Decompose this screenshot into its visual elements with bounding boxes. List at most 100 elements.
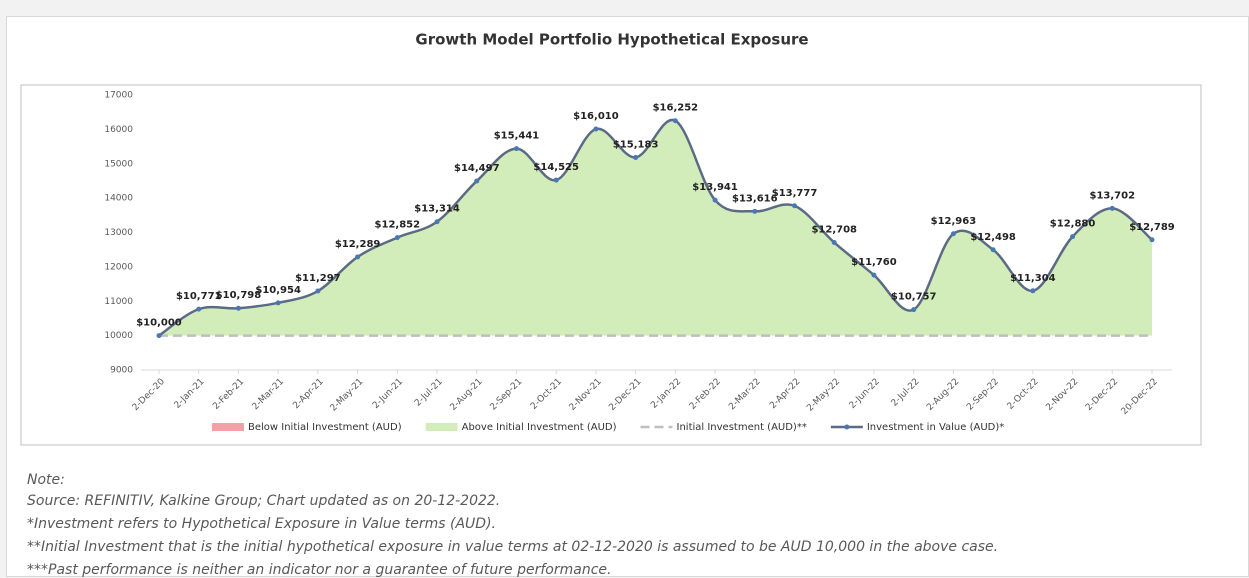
data-label: $14,525 bbox=[533, 162, 579, 173]
data-label: $13,616 bbox=[732, 193, 778, 204]
data-label: $13,702 bbox=[1090, 190, 1136, 201]
data-label: $12,789 bbox=[1129, 222, 1175, 233]
legend-label: Initial Investment (AUD)** bbox=[677, 422, 807, 433]
chart-frame bbox=[20, 84, 1202, 446]
y-tick-label: 14000 bbox=[104, 194, 133, 204]
point bbox=[553, 177, 559, 183]
point bbox=[1109, 205, 1115, 211]
x-tick-label: 2-Mar-22 bbox=[727, 377, 762, 412]
point bbox=[434, 219, 440, 225]
chart: Growth Model Portfolio Hypothetical Expo… bbox=[20, 31, 1202, 446]
point bbox=[633, 154, 639, 160]
point bbox=[474, 178, 480, 184]
data-label: $12,708 bbox=[811, 225, 857, 236]
x-tick-label: 2-May-22 bbox=[805, 377, 842, 414]
x-tick-label: 2-Aug-21 bbox=[449, 377, 485, 413]
card: Growth Model Portfolio Hypothetical Expo… bbox=[6, 16, 1249, 578]
y-tick-label: 12000 bbox=[104, 262, 133, 272]
legend-swatch bbox=[212, 423, 244, 431]
note-heading: Note: bbox=[27, 472, 65, 488]
point bbox=[831, 240, 837, 246]
data-label: $10,798 bbox=[216, 290, 262, 301]
point bbox=[911, 307, 917, 313]
point bbox=[712, 197, 718, 203]
x-tick-label: 2-Nov-22 bbox=[1044, 377, 1080, 413]
data-label: $12,852 bbox=[375, 220, 421, 231]
point bbox=[593, 126, 599, 132]
data-label: $10,757 bbox=[891, 292, 937, 303]
x-tick-label: 2-Feb-21 bbox=[211, 377, 246, 412]
x-tick-label: 2-Sep-21 bbox=[489, 377, 525, 413]
point bbox=[1070, 234, 1076, 240]
x-tick-label: 2-May-21 bbox=[329, 377, 366, 414]
point bbox=[752, 208, 758, 214]
data-label: $16,010 bbox=[573, 111, 619, 122]
data-label: $11,297 bbox=[295, 273, 341, 284]
point bbox=[1030, 288, 1036, 294]
x-tick-label: 2-Apr-22 bbox=[768, 377, 802, 411]
point bbox=[1149, 237, 1155, 243]
point bbox=[315, 288, 321, 294]
x-tick-label: 2-Jul-22 bbox=[890, 377, 922, 409]
data-label: $14,497 bbox=[454, 163, 500, 174]
point bbox=[235, 305, 241, 311]
y-tick-label: 10000 bbox=[104, 331, 133, 341]
data-label: $13,777 bbox=[772, 188, 818, 199]
y-tick-label: 11000 bbox=[104, 297, 133, 307]
data-label: $15,441 bbox=[494, 131, 540, 142]
y-tick-label: 15000 bbox=[104, 159, 133, 169]
x-tick-label: 20-Dec-22 bbox=[1120, 377, 1160, 417]
data-label: $12,880 bbox=[1050, 219, 1096, 230]
area bbox=[159, 119, 1152, 336]
data-label: $10,000 bbox=[136, 318, 182, 329]
point bbox=[672, 118, 678, 124]
x-tick-label: 2-Apr-21 bbox=[291, 377, 325, 411]
x-tick-label: 2-Oct-21 bbox=[529, 377, 564, 412]
note-line: **Initial Investment that is the initial… bbox=[27, 539, 999, 555]
y-tick-label: 16000 bbox=[104, 125, 133, 135]
chart-title: Growth Model Portfolio Hypothetical Expo… bbox=[415, 31, 808, 49]
legend-label: Below Initial Investment (AUD) bbox=[248, 422, 402, 433]
legend-swatch bbox=[425, 423, 458, 431]
x-tick-label: 2-Aug-22 bbox=[925, 377, 961, 413]
point bbox=[950, 231, 956, 237]
point bbox=[871, 272, 877, 278]
x-tick-label: 2-Dec-22 bbox=[1084, 377, 1120, 413]
point bbox=[275, 300, 281, 306]
point bbox=[355, 254, 361, 260]
point bbox=[990, 247, 996, 253]
x-tick-label: 2-Sep-22 bbox=[965, 377, 1001, 413]
x-tick-label: 2-Nov-21 bbox=[568, 377, 604, 413]
data-label: $13,941 bbox=[692, 182, 738, 193]
y-tick-label: 17000 bbox=[104, 91, 133, 101]
data-label: $11,760 bbox=[851, 257, 897, 268]
data-label: $10,954 bbox=[255, 285, 301, 296]
data-label: $11,304 bbox=[1010, 273, 1056, 284]
data-label: $12,498 bbox=[970, 232, 1016, 243]
data-label: $16,252 bbox=[653, 103, 699, 114]
x-tick-label: 2-Jan-22 bbox=[649, 377, 683, 411]
y-tick-label: 9000 bbox=[110, 366, 133, 376]
y-tick-label: 13000 bbox=[104, 228, 133, 238]
x-tick-label: 2-Mar-21 bbox=[251, 377, 286, 412]
x-tick-label: 2-Jul-21 bbox=[413, 377, 445, 409]
x-tick-label: 2-Jun-22 bbox=[848, 377, 882, 411]
note-line: *Investment refers to Hypothetical Expos… bbox=[27, 516, 496, 532]
point bbox=[394, 235, 400, 241]
note-line: ***Past performance is neither an indica… bbox=[27, 562, 612, 578]
x-tick-label: 2-Jan-21 bbox=[173, 377, 207, 411]
x-tick-label: 2-Feb-22 bbox=[688, 377, 723, 412]
legend-marker bbox=[844, 424, 850, 430]
point bbox=[196, 306, 202, 312]
legend-label: Investment in Value (AUD)* bbox=[867, 422, 1004, 433]
x-tick-label: 2-Jun-21 bbox=[371, 377, 405, 411]
note-line: Source: REFINITIV, Kalkine Group; Chart … bbox=[27, 493, 501, 509]
point bbox=[792, 203, 798, 209]
point bbox=[513, 146, 519, 152]
data-label: $13,314 bbox=[414, 204, 460, 215]
legend-label: Above Initial Investment (AUD) bbox=[462, 422, 617, 433]
x-tick-label: 2-Dec-21 bbox=[607, 377, 643, 413]
data-label: $10,771 bbox=[176, 291, 222, 302]
x-tick-label: 2-Dec-20 bbox=[131, 377, 167, 413]
